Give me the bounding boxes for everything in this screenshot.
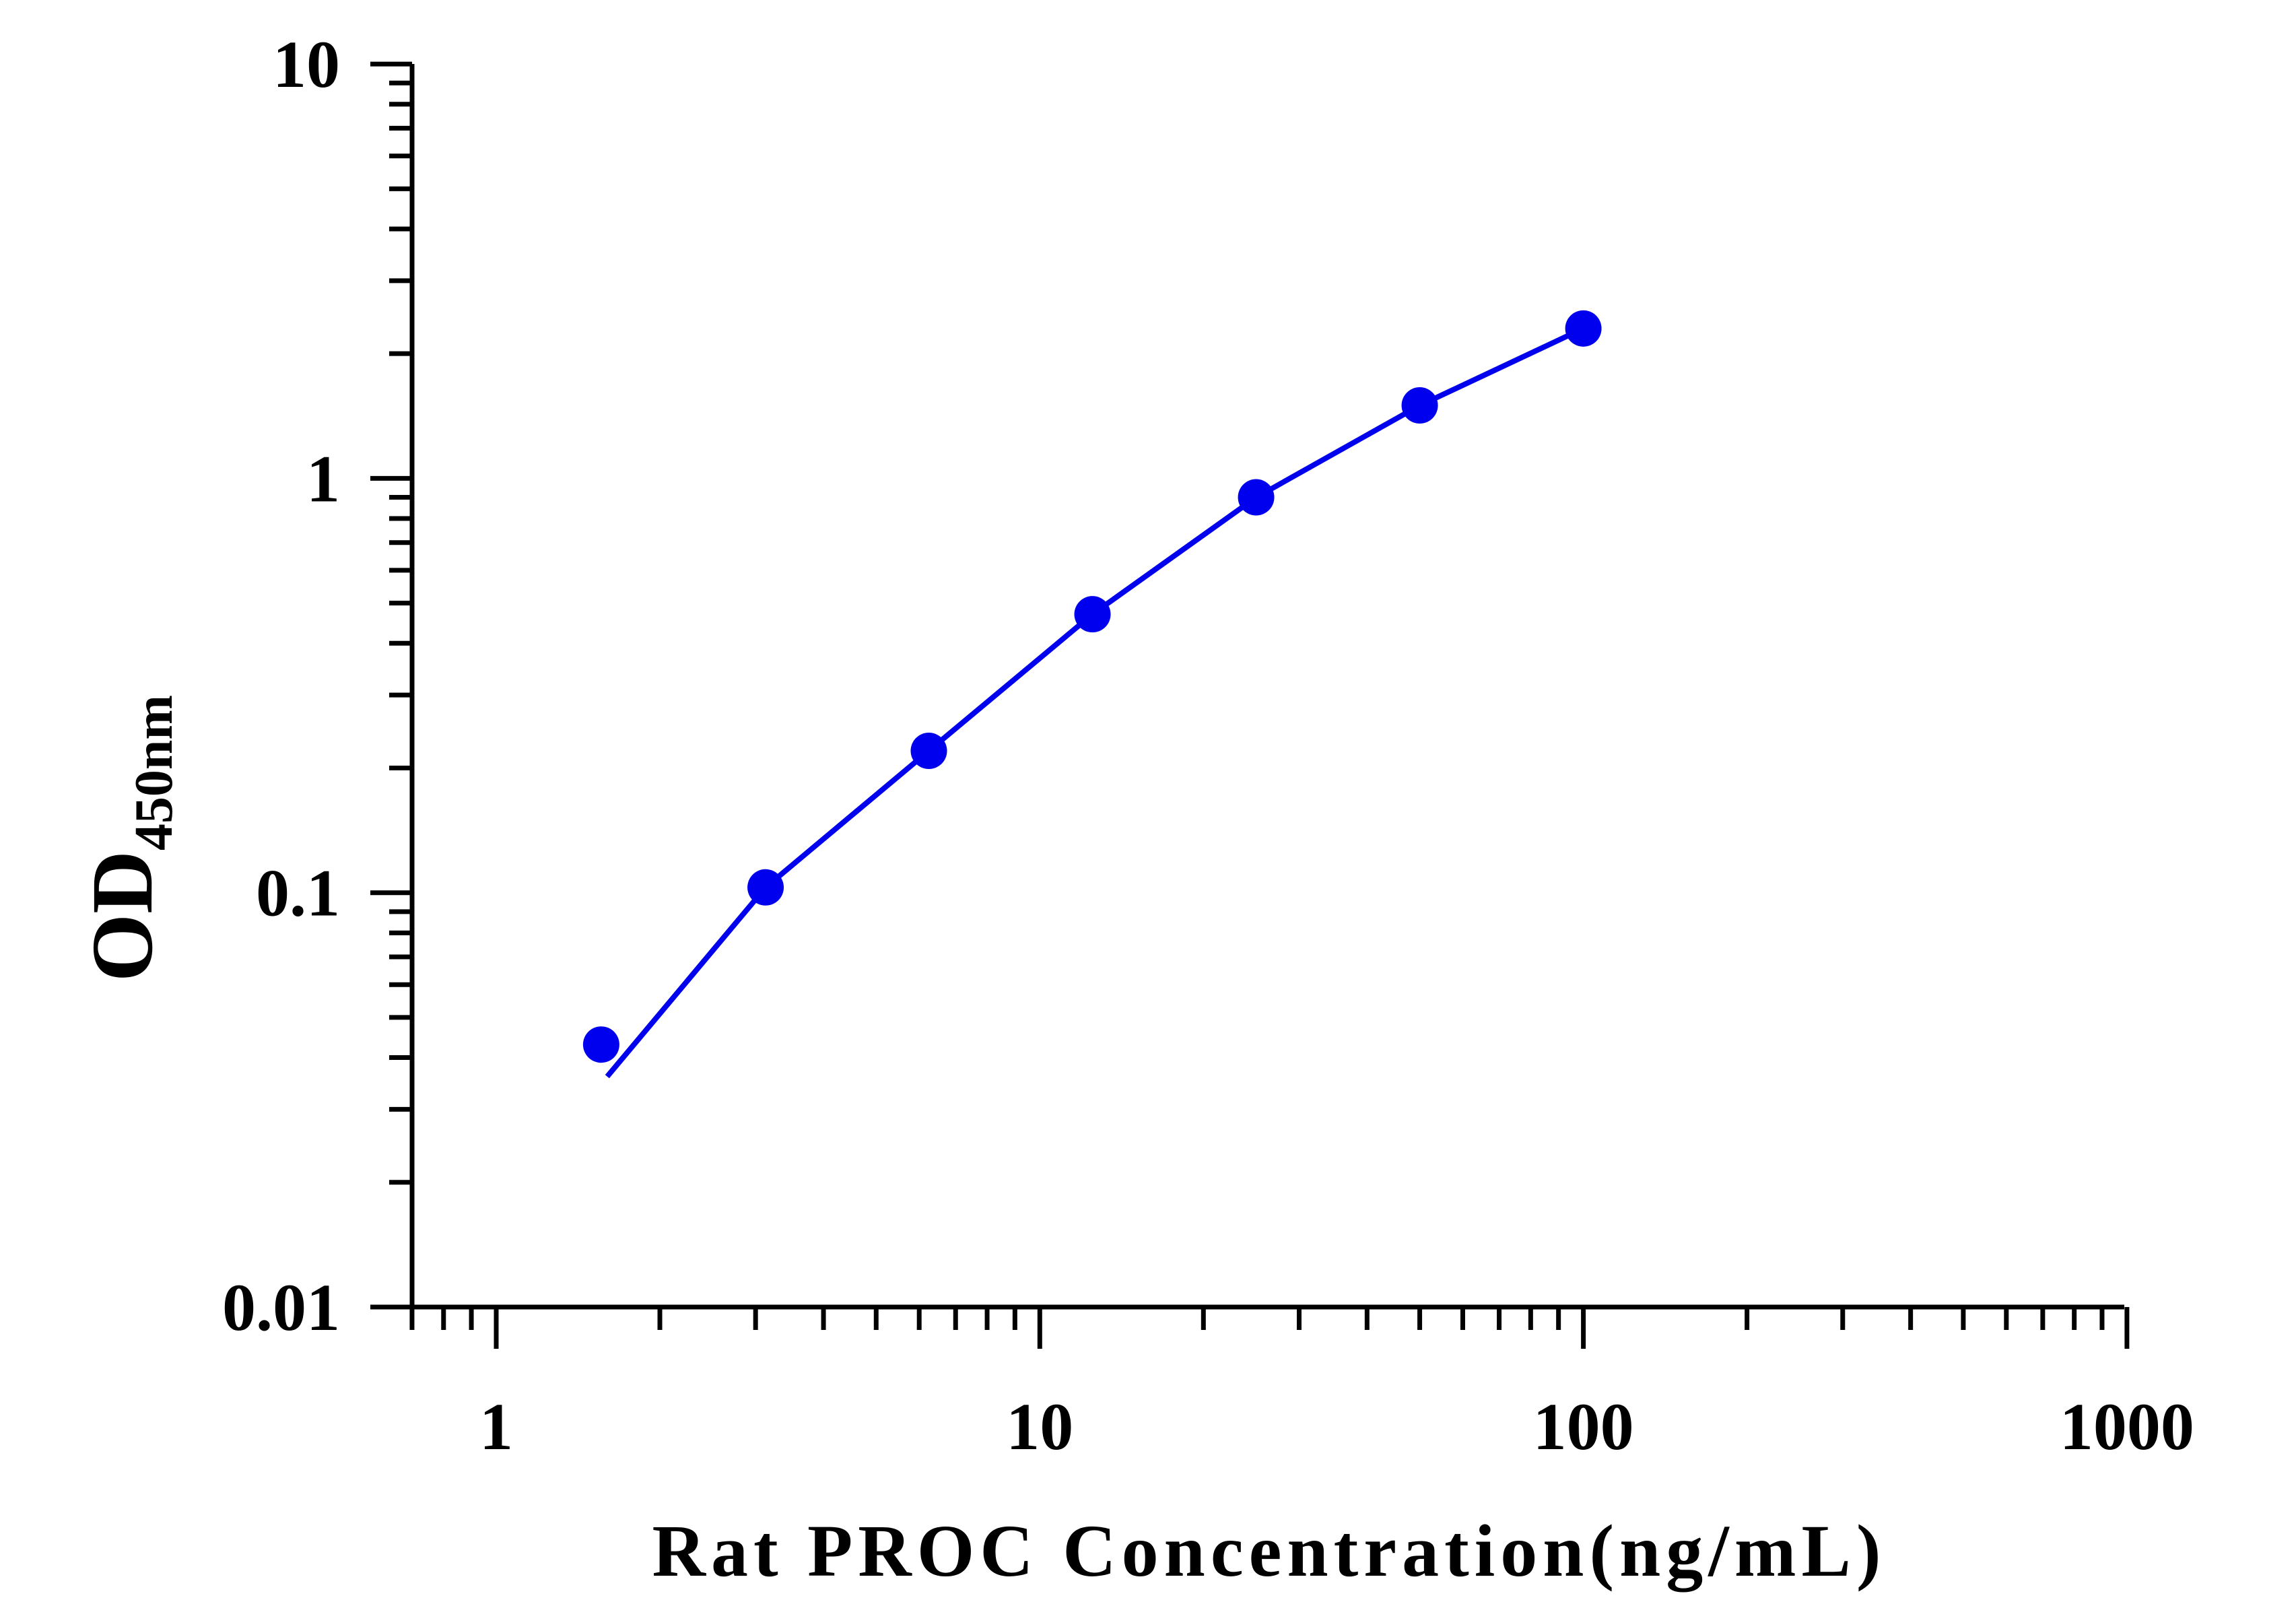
series-line (605, 326, 1585, 1079)
axes: 0.01 0.1 1 10 1 10 100 1000 (222, 27, 2194, 1464)
data-point (747, 869, 784, 906)
y-tick-label: 1 (306, 441, 340, 516)
x-tick-label: 1 (479, 1389, 513, 1464)
y-tick-label: 0.1 (256, 856, 340, 931)
data-point (910, 733, 947, 770)
x-tick-label: 100 (1533, 1389, 1634, 1464)
y-axis-title: OD450nm (74, 695, 184, 982)
y-tick-label: 10 (273, 27, 340, 102)
y-axis-title-main: OD (74, 850, 171, 982)
x-tick-label: 10 (1006, 1389, 1073, 1464)
data-point (1238, 479, 1275, 516)
data-point (1565, 310, 1602, 347)
data-series (582, 310, 1602, 1079)
x-tick-label: 1000 (2060, 1389, 2194, 1464)
data-point (1074, 596, 1111, 633)
data-point (582, 1026, 619, 1063)
y-axis-title-subscript: 450nm (125, 695, 184, 850)
y-tick-label: 0.01 (222, 1270, 340, 1345)
x-axis-title: Rat PROC Concentration(ng/mL) (652, 1510, 1887, 1592)
data-point (1401, 387, 1438, 424)
